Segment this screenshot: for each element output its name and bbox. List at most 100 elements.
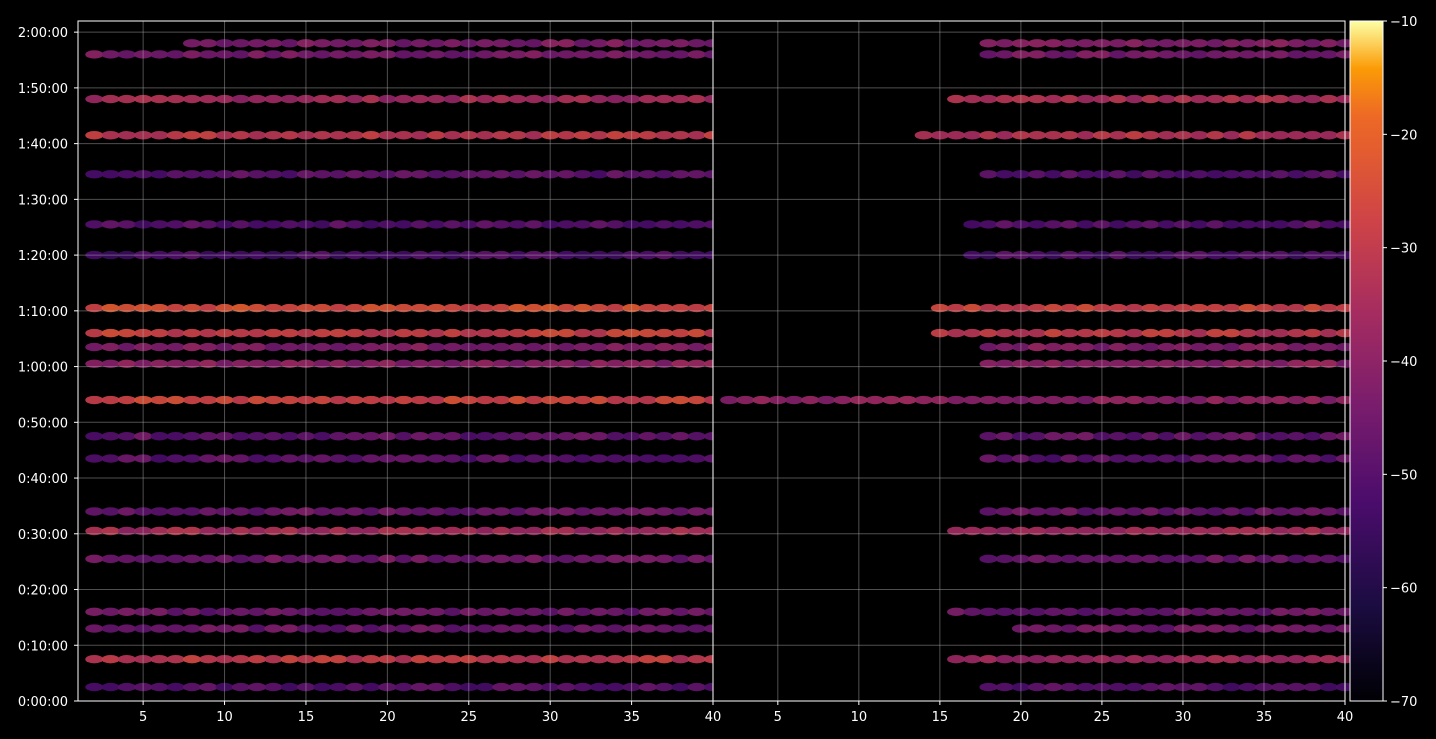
heat-cell bbox=[150, 94, 169, 104]
heat-cell bbox=[101, 131, 120, 140]
heat-cell bbox=[134, 682, 153, 692]
heat-cell bbox=[590, 526, 609, 536]
heat-cell bbox=[1173, 39, 1192, 48]
heat-cell bbox=[1109, 554, 1128, 564]
heat-cell bbox=[1319, 454, 1338, 463]
heat-cell bbox=[248, 342, 267, 352]
heat-cell bbox=[443, 624, 462, 633]
x-tick-label: 30 bbox=[1175, 710, 1192, 725]
heat-cell bbox=[590, 607, 609, 617]
heat-cell bbox=[231, 342, 250, 352]
heat-cell bbox=[248, 170, 267, 179]
heat-cell bbox=[134, 654, 153, 664]
heat-cell bbox=[313, 50, 332, 59]
heat-cell bbox=[655, 94, 674, 104]
heat-cell bbox=[427, 39, 446, 48]
heat-cell bbox=[1287, 395, 1306, 405]
heat-cell bbox=[1303, 395, 1322, 405]
heat-cell bbox=[671, 303, 690, 313]
heat-cell bbox=[296, 39, 315, 48]
heat-cell bbox=[280, 250, 299, 260]
heat-cell bbox=[443, 395, 462, 405]
heat-cell bbox=[687, 250, 706, 260]
heat-cell bbox=[378, 526, 397, 536]
x-tick-label: 10 bbox=[851, 710, 868, 725]
heat-cell bbox=[1222, 554, 1241, 564]
heat-cell bbox=[573, 395, 592, 405]
heat-cell bbox=[1319, 624, 1338, 633]
heat-cell bbox=[1109, 94, 1128, 104]
heat-cell bbox=[231, 94, 250, 104]
heat-cell bbox=[995, 94, 1014, 104]
heat-cell bbox=[671, 50, 690, 59]
heat-cell bbox=[573, 170, 592, 179]
heat-cell bbox=[476, 94, 495, 104]
y-tick-label: 2:00:00 bbox=[18, 26, 68, 41]
heat-cell bbox=[150, 654, 169, 664]
heat-cell bbox=[476, 220, 495, 229]
heat-cell bbox=[215, 624, 234, 633]
heat-cell bbox=[492, 654, 511, 664]
heat-cell bbox=[215, 39, 234, 48]
heat-cell bbox=[410, 526, 429, 536]
heat-cell bbox=[1303, 220, 1322, 229]
heat-cell bbox=[1028, 131, 1047, 140]
heat-cell bbox=[1271, 359, 1290, 368]
heat-cell bbox=[1303, 359, 1322, 368]
heat-cell bbox=[85, 607, 104, 617]
heat-cell bbox=[410, 654, 429, 664]
heat-cell bbox=[785, 395, 804, 405]
heat-cell bbox=[1206, 359, 1225, 368]
heat-cell bbox=[1044, 250, 1063, 260]
heat-cell bbox=[199, 554, 218, 564]
heat-cell bbox=[541, 50, 560, 59]
heat-cell bbox=[1254, 94, 1273, 104]
heat-cell bbox=[622, 607, 641, 617]
heat-cell bbox=[329, 454, 348, 463]
heat-cell bbox=[1238, 39, 1257, 48]
heat-cell bbox=[1254, 554, 1273, 564]
heat-cell bbox=[573, 432, 592, 441]
heat-cell bbox=[215, 654, 234, 664]
heat-cell bbox=[264, 607, 283, 617]
heat-cell bbox=[264, 328, 283, 338]
heat-cell bbox=[1060, 39, 1079, 48]
heat-cell bbox=[1173, 303, 1192, 313]
heat-cell bbox=[508, 607, 527, 617]
heat-cell bbox=[280, 170, 299, 179]
heat-cell bbox=[427, 607, 446, 617]
heat-cell bbox=[655, 250, 674, 260]
heat-cell bbox=[199, 170, 218, 179]
heat-cell bbox=[947, 94, 966, 104]
heat-cell bbox=[655, 359, 674, 368]
heat-cell bbox=[313, 607, 332, 617]
heat-cell bbox=[573, 682, 592, 692]
heat-cell bbox=[995, 526, 1014, 536]
heat-cell bbox=[1287, 250, 1306, 260]
heat-cell bbox=[1190, 170, 1209, 179]
heat-cell bbox=[101, 507, 120, 516]
heat-cell bbox=[1173, 432, 1192, 441]
heat-cell bbox=[671, 454, 690, 463]
heat-cell bbox=[427, 131, 446, 140]
heat-cell bbox=[557, 432, 576, 441]
heat-cell bbox=[166, 220, 185, 229]
heat-cell bbox=[1190, 39, 1209, 48]
heat-cell bbox=[1076, 303, 1095, 313]
heat-cell bbox=[492, 507, 511, 516]
heat-cell bbox=[410, 395, 429, 405]
heat-cell bbox=[1011, 170, 1030, 179]
heat-cell bbox=[1190, 359, 1209, 368]
heat-cell bbox=[459, 454, 478, 463]
heat-cell bbox=[410, 624, 429, 633]
heat-cell bbox=[541, 654, 560, 664]
heat-cell bbox=[85, 454, 104, 463]
heat-cell bbox=[590, 432, 609, 441]
heat-cell bbox=[606, 607, 625, 617]
heat-cell bbox=[1092, 131, 1111, 140]
heat-cell bbox=[1125, 654, 1144, 664]
heat-cell bbox=[979, 607, 998, 617]
heat-cell bbox=[671, 432, 690, 441]
heat-cell bbox=[1238, 526, 1257, 536]
heat-cell bbox=[622, 303, 641, 313]
